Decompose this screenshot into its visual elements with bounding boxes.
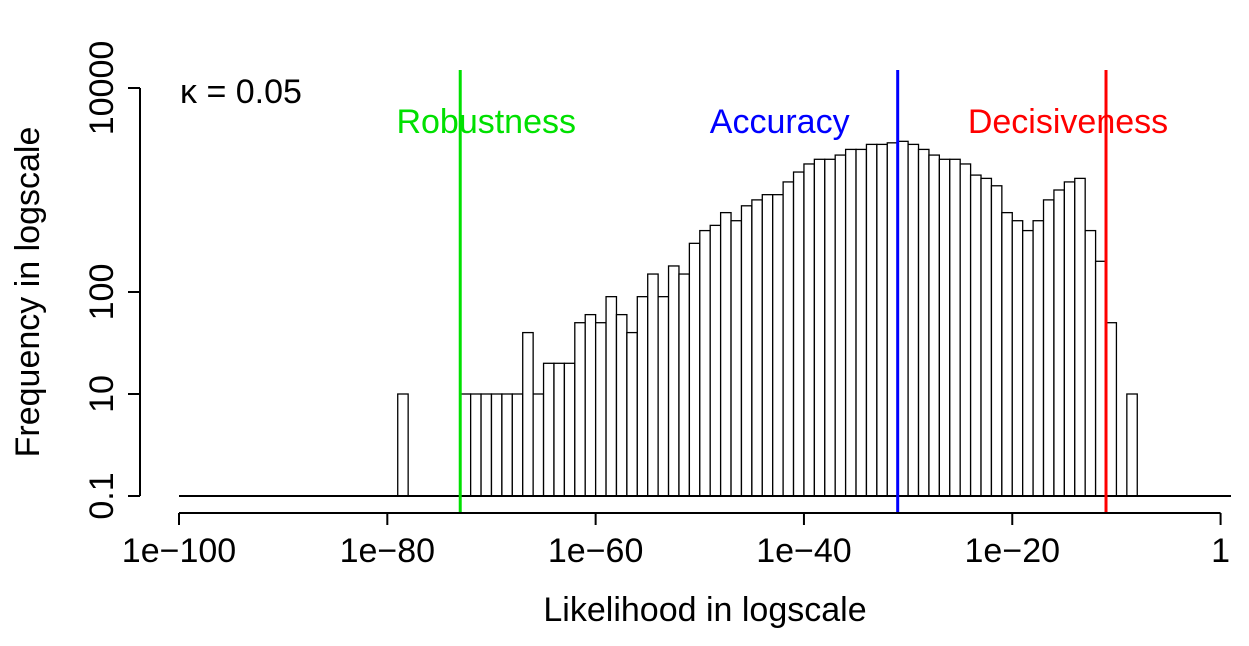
bar xyxy=(824,158,836,497)
y-axis-label: Frequency in logscale xyxy=(9,127,47,458)
bar xyxy=(969,174,982,497)
bar xyxy=(1042,199,1055,497)
bar xyxy=(740,205,753,497)
bar xyxy=(855,148,868,497)
bar xyxy=(688,242,701,497)
bar xyxy=(1126,393,1138,497)
bar xyxy=(1032,220,1045,497)
bar xyxy=(959,163,972,497)
y-tick-label: 0.1 xyxy=(83,472,121,519)
x-tick-label: 1e−80 xyxy=(340,532,436,570)
bar xyxy=(980,177,993,497)
bar xyxy=(792,171,805,497)
bar xyxy=(636,296,649,497)
bar xyxy=(761,194,774,497)
bar xyxy=(876,143,888,497)
bar xyxy=(647,273,659,497)
x-tick-label: 1e−40 xyxy=(756,532,852,570)
reference-label: Robustness xyxy=(396,103,576,141)
bar xyxy=(886,142,899,497)
x-tick-label: 1 xyxy=(1211,532,1230,570)
bar xyxy=(1022,229,1034,497)
bar xyxy=(990,185,1003,497)
bar xyxy=(949,158,961,497)
bar xyxy=(844,148,857,497)
bar xyxy=(594,322,607,497)
bar xyxy=(574,322,586,497)
x-axis-label: Likelihood in logscale xyxy=(543,591,866,629)
bar xyxy=(459,393,472,497)
x-tick-label: 1e−100 xyxy=(122,532,236,570)
bar xyxy=(1011,220,1024,497)
y-tick-label: 10000 xyxy=(83,41,121,136)
bar xyxy=(1084,229,1097,497)
x-tick-label: 1e−20 xyxy=(965,532,1061,570)
bar xyxy=(667,265,680,497)
bar xyxy=(834,154,847,497)
x-tick-label: 1e−60 xyxy=(548,532,644,570)
bar xyxy=(751,199,763,497)
bar xyxy=(772,194,784,497)
bar xyxy=(782,181,795,497)
bar xyxy=(397,393,409,497)
bar xyxy=(584,313,597,497)
y-tick-label: 10 xyxy=(83,375,121,413)
reference-label: Decisiveness xyxy=(968,103,1168,141)
bar xyxy=(501,393,513,497)
bar xyxy=(1001,211,1013,497)
bar xyxy=(469,393,482,497)
annotation: κ = 0.05 xyxy=(180,73,302,111)
bar xyxy=(709,224,722,497)
bar xyxy=(522,331,534,497)
bar xyxy=(907,143,920,497)
bar xyxy=(563,362,576,497)
bar xyxy=(490,393,503,497)
reference-label: Accuracy xyxy=(710,103,850,141)
bar xyxy=(928,154,941,497)
bar xyxy=(657,296,670,497)
bar xyxy=(1063,181,1076,497)
bar xyxy=(1053,189,1065,497)
bar xyxy=(813,158,826,497)
bar xyxy=(1105,322,1118,497)
bar xyxy=(626,331,638,497)
bar xyxy=(1094,260,1107,497)
bar xyxy=(532,393,545,497)
bar xyxy=(803,163,816,497)
bar xyxy=(1074,177,1086,497)
bar xyxy=(719,211,732,497)
bar xyxy=(678,273,691,497)
bar xyxy=(699,229,711,497)
bar xyxy=(511,393,524,497)
bar xyxy=(917,148,930,497)
bar xyxy=(615,313,628,497)
bar xyxy=(897,140,909,497)
bar xyxy=(542,362,555,497)
bar xyxy=(553,362,566,497)
bar xyxy=(865,143,878,497)
bar xyxy=(730,220,743,497)
bar xyxy=(480,393,493,497)
bar xyxy=(938,158,951,497)
bar xyxy=(605,296,618,497)
y-tick-label: 100 xyxy=(83,264,121,321)
